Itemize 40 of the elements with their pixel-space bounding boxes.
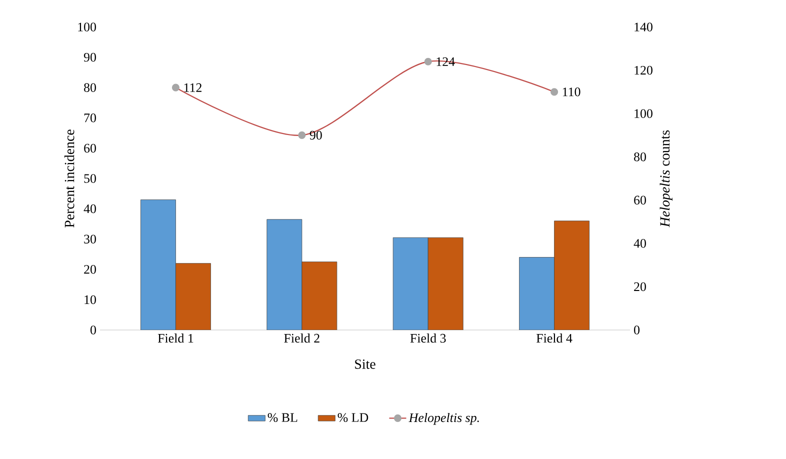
y2-tick-label: 120 (634, 66, 652, 75)
x-tick-label: Field 2 (284, 334, 320, 343)
legend-label: Helopeltis sp. (408, 412, 479, 425)
bar (176, 263, 211, 330)
y-tick-label: 20 (84, 265, 96, 274)
bar (266, 219, 302, 330)
bar (428, 237, 464, 330)
data-label: 110 (562, 88, 580, 96)
y-tick-label: 90 (84, 52, 96, 62)
x-tick-label: Field 3 (410, 334, 446, 343)
y2-tick-label: 20 (634, 282, 646, 292)
x-tick-label: Field 4 (536, 334, 572, 343)
y-tick-label: 10 (84, 295, 96, 304)
y-tick-label: 70 (84, 114, 96, 122)
y-tick-label: 80 (84, 83, 96, 92)
y2-axis-title: Helopeltis counts (660, 130, 672, 228)
y-tick-label: 40 (84, 204, 96, 214)
y2-tick-label: 40 (634, 239, 646, 248)
data-label: 112 (184, 83, 202, 92)
bar (554, 220, 590, 330)
y-tick-label: 60 (84, 144, 96, 153)
y-tick-label: 100 (78, 22, 96, 32)
y2-tick-label: 80 (634, 152, 646, 162)
y-axis-title: Percent incidence (64, 130, 74, 228)
bar (392, 237, 428, 330)
legend-label: % LD (338, 413, 368, 422)
y2-tick-label: 140 (634, 22, 652, 32)
bar (302, 262, 338, 330)
y-tick-label: 50 (84, 174, 96, 183)
x-axis-title: Site (355, 359, 376, 369)
bar (140, 200, 176, 330)
bar (519, 257, 554, 330)
y-tick-label: 30 (84, 234, 96, 244)
y2-tick-label: 100 (634, 109, 652, 118)
data-label: 90 (310, 130, 322, 140)
x-tick-label: Field 1 (158, 334, 194, 343)
legend-label: % BL (268, 413, 298, 422)
y2-tick-label: 0 (634, 326, 640, 334)
y2-tick-label: 60 (634, 196, 646, 205)
y-tick-label: 0 (90, 326, 96, 334)
